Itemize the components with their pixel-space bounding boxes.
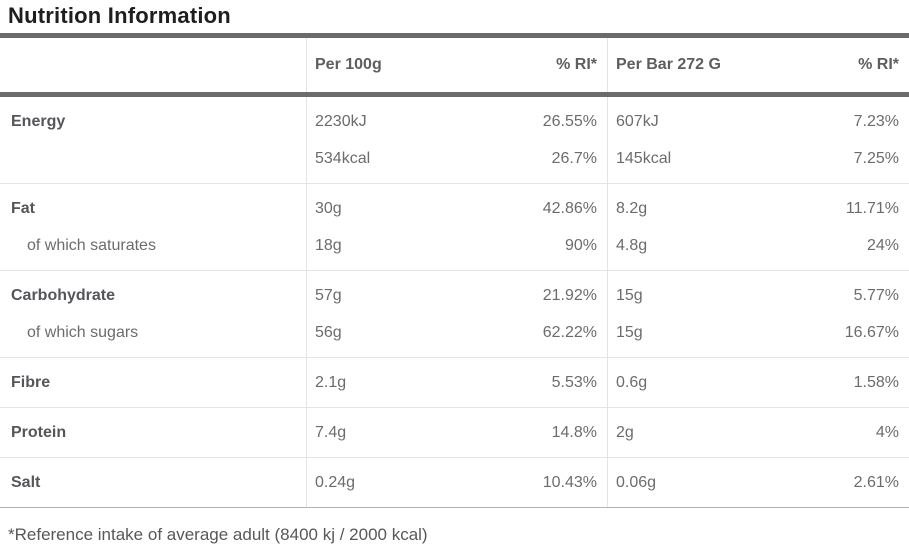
per-100g-value: 0.24g [315, 473, 356, 491]
per-100g-ri: 5.53% [551, 373, 597, 391]
per-bar-value: 15g [616, 323, 643, 341]
per-bar-value: 8.2g [616, 199, 648, 217]
per-100g-ri: 42.86% [542, 199, 597, 217]
header-ri-bar: % RI* [858, 56, 899, 73]
title-divider [0, 33, 909, 38]
nutrient-label: of which sugars [27, 323, 139, 341]
nutrient-group: Fat 30g 42.86% 8.2g 11.71% of which saturates… [0, 183, 909, 270]
table-header-row: Per 100g % RI* Per Bar 272 G % RI* [0, 38, 909, 92]
per-100g-value: 30g [315, 199, 342, 217]
per-100g-value: 2.1g [315, 373, 347, 391]
per-bar-ri: 5.77% [853, 286, 899, 304]
header-per-bar: Per Bar 272 G [616, 56, 721, 73]
per-100g-value: 534kcal [315, 149, 371, 167]
nutrient-label: Protein [11, 423, 67, 441]
nutrient-label: Fat [11, 199, 35, 217]
nutrient-group: Carbohydrate 57g 21.92% 15g 5.77% of which su… [0, 270, 909, 357]
column-divider [607, 38, 608, 508]
per-100g-value: 2230kJ [315, 112, 367, 130]
per-100g-value: 56g [315, 323, 342, 341]
header-ri-100g: % RI* [556, 56, 597, 73]
header-per-100g: Per 100g [315, 56, 382, 73]
per-100g-ri: 26.7% [551, 149, 597, 167]
table-bottom-rule [0, 507, 909, 508]
nutrient-label: Salt [11, 473, 41, 491]
nutrient-group: Salt 0.24g 10.43% 0.06g 2.61% [0, 457, 909, 507]
per-bar-value: 145kcal [616, 149, 672, 167]
nutrient-group: Protein 7.4g 14.8% 2g 4% [0, 407, 909, 457]
table-row: Fat 30g 42.86% 8.2g 11.71% [0, 190, 909, 227]
per-bar-ri: 7.23% [853, 112, 899, 130]
table-row: Fibre 2.1g 5.53% 0.6g 1.58% [0, 364, 909, 401]
nutrient-group: Energy 2230kJ 26.55% 607kJ 7.23% 534kcal 26.7%… [0, 97, 909, 183]
table-row: of which saturates 18g 90% 4.8g 24% [0, 227, 909, 264]
nutrient-group: Fibre 2.1g 5.53% 0.6g 1.58% [0, 357, 909, 407]
table-row: Protein 7.4g 14.8% 2g 4% [0, 414, 909, 451]
per-bar-ri: 4% [875, 423, 899, 441]
per-bar-value: 607kJ [616, 112, 659, 130]
per-bar-ri: 7.25% [853, 149, 899, 167]
per-100g-ri: 90% [564, 236, 597, 254]
per-bar-ri: 16.67% [844, 323, 899, 341]
table-row: 534kcal 26.7% 145kcal 7.25% [0, 140, 909, 177]
header-divider [0, 92, 909, 97]
per-bar-ri: 1.58% [853, 373, 899, 391]
per-100g-ri: 10.43% [542, 473, 597, 491]
per-100g-ri: 26.55% [542, 112, 597, 130]
table-row: of which sugars 56g 62.22% 15g 16.67% [0, 314, 909, 351]
per-bar-value: 2g [616, 423, 634, 441]
page-title: Nutrition Information [8, 3, 231, 28]
table-row: Energy 2230kJ 26.55% 607kJ 7.23% [0, 103, 909, 140]
per-bar-value: 0.06g [616, 473, 657, 491]
per-bar-value: 4.8g [616, 236, 648, 254]
nutrient-label: Energy [11, 112, 66, 130]
per-100g-value: 18g [315, 236, 342, 254]
per-bar-value: 15g [616, 286, 643, 304]
per-bar-ri: 24% [866, 236, 899, 254]
per-bar-ri: 11.71% [845, 199, 899, 217]
per-bar-ri: 2.61% [853, 473, 899, 491]
table-row: Carbohydrate 57g 21.92% 15g 5.77% [0, 277, 909, 314]
per-100g-value: 57g [315, 286, 342, 304]
nutrient-label: of which saturates [27, 236, 156, 254]
reference-intake-footnote: *Reference intake of average adult (8400… [8, 525, 428, 544]
per-bar-value: 0.6g [616, 373, 648, 391]
column-divider [306, 38, 307, 508]
per-100g-value: 7.4g [315, 423, 347, 441]
nutrient-label: Fibre [11, 373, 51, 391]
table-body: Energy 2230kJ 26.55% 607kJ 7.23% 534kcal 26.7%… [0, 97, 909, 507]
per-100g-ri: 21.92% [542, 286, 597, 304]
per-100g-ri: 14.8% [551, 423, 597, 441]
per-100g-ri: 62.22% [542, 323, 597, 341]
table-row: Salt 0.24g 10.43% 0.06g 2.61% [0, 464, 909, 501]
nutrition-table: Per 100g % RI* Per Bar 272 G % RI* Energ… [0, 38, 909, 508]
nutrient-label: Carbohydrate [11, 286, 116, 304]
